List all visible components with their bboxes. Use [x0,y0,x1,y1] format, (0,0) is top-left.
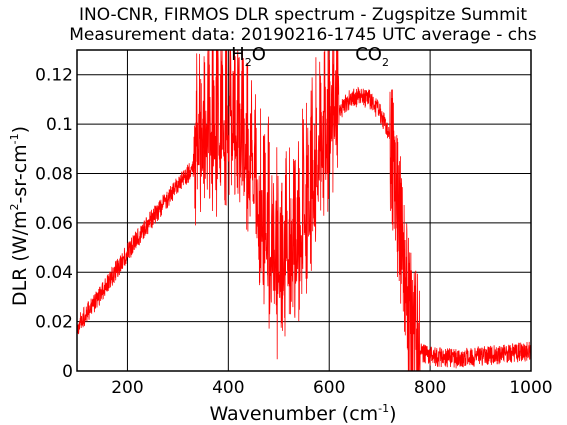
dlr-series-line [76,49,532,372]
y-axis-label: DLR (W/m2-sr-cm-1) [8,126,31,306]
y-tick-label: 0.02 [35,313,73,333]
band-annotation: CO2 [355,44,389,69]
x-tick-label: 800 [414,378,446,398]
tick-labels: 0 0.02 0.04 0.06 0.08 0.1 0.12 200 400 600 800 1000 [35,66,552,398]
y-tick-label: 0.04 [35,263,73,283]
y-tick-label: 0.06 [35,214,73,234]
chart-subtitle: Measurement data: 20190216-1745 UTC aver… [69,25,537,45]
x-tick-label: 400 [212,378,244,398]
y-tick-label: 0 [62,362,73,382]
annotations-layer: H2O CO2 [231,44,389,69]
chart-title: INO-CNR, FIRMOS DLR spectrum - Zugspitze… [79,5,527,25]
plot-frame [76,49,532,372]
y-tick-label: 0.12 [35,66,73,86]
x-tick-label: 600 [313,378,345,398]
axes-frame [76,49,532,372]
x-tick-label: 1000 [509,378,552,398]
series-layer [76,49,532,372]
y-tick-label: 0.08 [35,164,73,184]
x-tick-label: 200 [111,378,143,398]
y-tick-label: 0.1 [46,115,73,135]
band-annotation: H2O [231,44,266,69]
x-axis-label: Wavenumber (cm-1) [209,402,396,425]
